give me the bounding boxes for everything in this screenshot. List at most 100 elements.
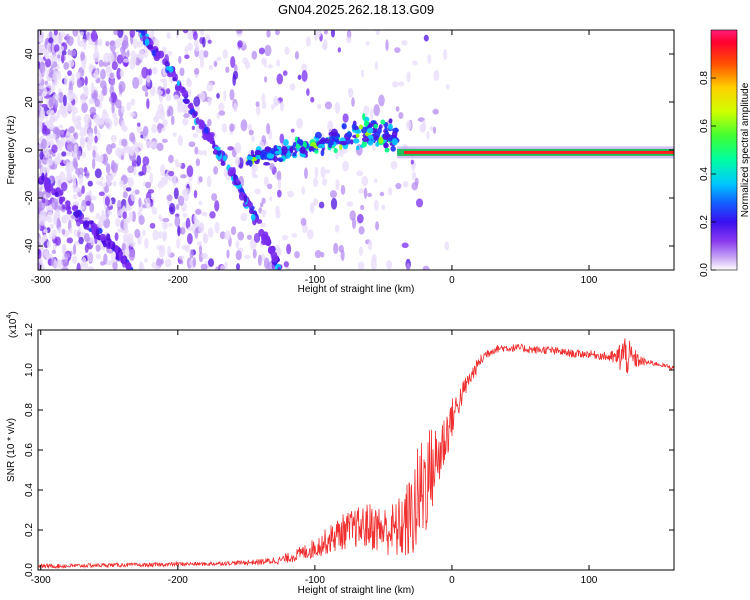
heatmap-cell bbox=[365, 121, 370, 125]
heatmap-cell bbox=[151, 123, 158, 134]
heatmap-cell bbox=[92, 158, 96, 170]
heatmap-cell bbox=[209, 211, 216, 219]
heatmap-cell bbox=[263, 76, 268, 83]
heatmap-cell bbox=[195, 158, 201, 167]
x-tick-label: -100 bbox=[305, 575, 325, 586]
heatmap-cell bbox=[65, 200, 71, 207]
heatmap-cell bbox=[255, 154, 260, 160]
heatmap-cell bbox=[281, 145, 288, 151]
heatmap-cell bbox=[105, 66, 111, 73]
heatmap-cell bbox=[143, 237, 149, 249]
heatmap-cell bbox=[320, 166, 326, 179]
heatmap-cell bbox=[274, 99, 280, 106]
heatmap-cell bbox=[126, 49, 130, 58]
heatmap-cell bbox=[54, 191, 59, 198]
heatmap-cell bbox=[114, 38, 122, 49]
heatmap-cell bbox=[49, 223, 54, 230]
x-tick-label: 100 bbox=[581, 275, 598, 286]
heatmap-cell bbox=[115, 147, 123, 157]
svg-text:(x104): (x104) bbox=[6, 311, 19, 338]
heatmap-cell bbox=[358, 246, 364, 257]
heatmap-cell bbox=[306, 229, 314, 240]
heatmap-cell bbox=[46, 109, 53, 116]
heatmap-cell bbox=[41, 138, 47, 150]
heatmap-cell bbox=[49, 233, 56, 240]
heatmap-cell bbox=[216, 146, 221, 151]
heatmap-cell bbox=[286, 266, 291, 270]
heatmap-cell bbox=[122, 233, 130, 241]
heatmap-cell bbox=[73, 132, 77, 138]
heatmap-cell bbox=[266, 30, 271, 38]
heatmap-cell bbox=[223, 90, 227, 102]
heatmap-cell bbox=[327, 120, 334, 132]
y-tick-label: 20 bbox=[24, 96, 35, 108]
heatmap-cell bbox=[388, 118, 393, 124]
heatmap-cell bbox=[71, 205, 78, 212]
heatmap-cell bbox=[83, 113, 91, 124]
heatmap-cell bbox=[79, 132, 87, 137]
heatmap-cell bbox=[89, 106, 96, 115]
heatmap-cell bbox=[59, 32, 67, 38]
heatmap-cell bbox=[138, 49, 145, 61]
heatmap-cell bbox=[198, 222, 205, 233]
heatmap-cell bbox=[192, 133, 199, 139]
heatmap-cell bbox=[337, 47, 342, 53]
heatmap-cell bbox=[234, 63, 238, 74]
colorbar-ticks: 0.0 0.2 0.4 0.6 0.8 bbox=[699, 71, 716, 277]
spectrogram-heatmap bbox=[38, 30, 674, 270]
heatmap-cell bbox=[278, 158, 284, 163]
heatmap-cell bbox=[283, 261, 289, 268]
heatmap-cell bbox=[128, 241, 136, 247]
heatmap-cell bbox=[366, 127, 374, 134]
heatmap-cell bbox=[240, 119, 248, 132]
colorbar-label: Normalized spectral amplitude bbox=[740, 82, 750, 217]
heatmap-cell bbox=[401, 40, 408, 46]
heatmap-cell bbox=[44, 151, 50, 159]
heatmap-cell bbox=[153, 38, 160, 48]
heatmap-cell bbox=[196, 241, 203, 246]
heatmap-cell bbox=[338, 244, 344, 253]
heatmap-cell bbox=[395, 182, 402, 190]
heatmap-cell bbox=[67, 70, 72, 77]
heatmap-cell bbox=[124, 246, 130, 259]
heatmap-cell bbox=[283, 138, 289, 146]
heatmap-cell bbox=[112, 260, 118, 270]
heatmap-cell bbox=[163, 77, 168, 90]
heatmap-cell bbox=[115, 217, 121, 228]
y-tick-label: -20 bbox=[24, 190, 35, 205]
heatmap-cell bbox=[229, 89, 235, 101]
heatmap-cell bbox=[74, 186, 82, 193]
heatmap-cell bbox=[306, 36, 311, 47]
heatmap-cell bbox=[43, 229, 48, 234]
heatmap-cell bbox=[112, 181, 117, 187]
heatmap-cell bbox=[313, 177, 319, 188]
heatmap-cell bbox=[263, 234, 270, 244]
heatmap-cell bbox=[222, 155, 227, 162]
heatmap-cell bbox=[144, 91, 149, 98]
heatmap-cell bbox=[276, 170, 282, 182]
heatmap-cell bbox=[90, 30, 98, 42]
heatmap-cell bbox=[319, 138, 326, 143]
heatmap-cell bbox=[116, 199, 122, 212]
heatmap-cell bbox=[66, 210, 73, 215]
heatmap-cell bbox=[243, 194, 248, 203]
heatmap-cell bbox=[138, 214, 145, 226]
heatmap-cell bbox=[138, 197, 142, 208]
heatmap-cell bbox=[38, 91, 43, 97]
heatmap-cell bbox=[247, 201, 254, 208]
heatmap-cell bbox=[100, 68, 106, 80]
heatmap-cell bbox=[257, 254, 262, 267]
heatmap-cell bbox=[153, 115, 160, 124]
heatmap-cell bbox=[61, 53, 65, 64]
heatmap-cell bbox=[187, 31, 194, 41]
heatmap-cell bbox=[155, 110, 160, 116]
heatmap-cell bbox=[64, 252, 71, 258]
heatmap-cell bbox=[220, 161, 226, 166]
figure-title: GN04.2025.262.18.13.G09 bbox=[278, 2, 434, 17]
heatmap-cell bbox=[324, 169, 331, 174]
heatmap-cell bbox=[211, 193, 218, 201]
colorbar-bar bbox=[710, 29, 738, 271]
heatmap-cell bbox=[406, 71, 411, 83]
heatmap-cell bbox=[384, 125, 388, 131]
